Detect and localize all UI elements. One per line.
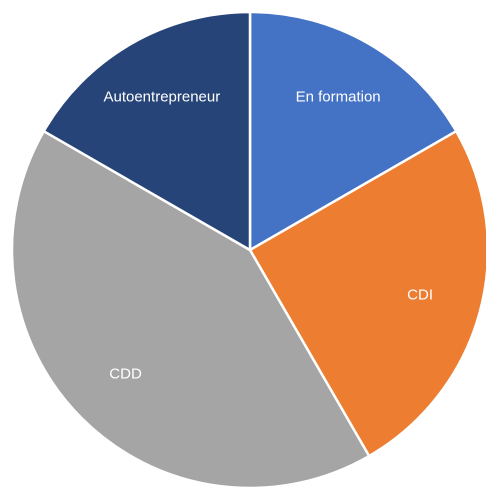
slice-label: CDI	[407, 287, 433, 304]
slice-label: CDD	[109, 366, 142, 383]
pie-slice	[10, 129, 371, 490]
slice-label: Autoentrepreneur	[103, 88, 220, 105]
pie-slice	[42, 10, 252, 253]
slice-label: En formation	[296, 88, 381, 105]
pie-slice	[248, 129, 486, 458]
pie-slice	[248, 10, 458, 253]
